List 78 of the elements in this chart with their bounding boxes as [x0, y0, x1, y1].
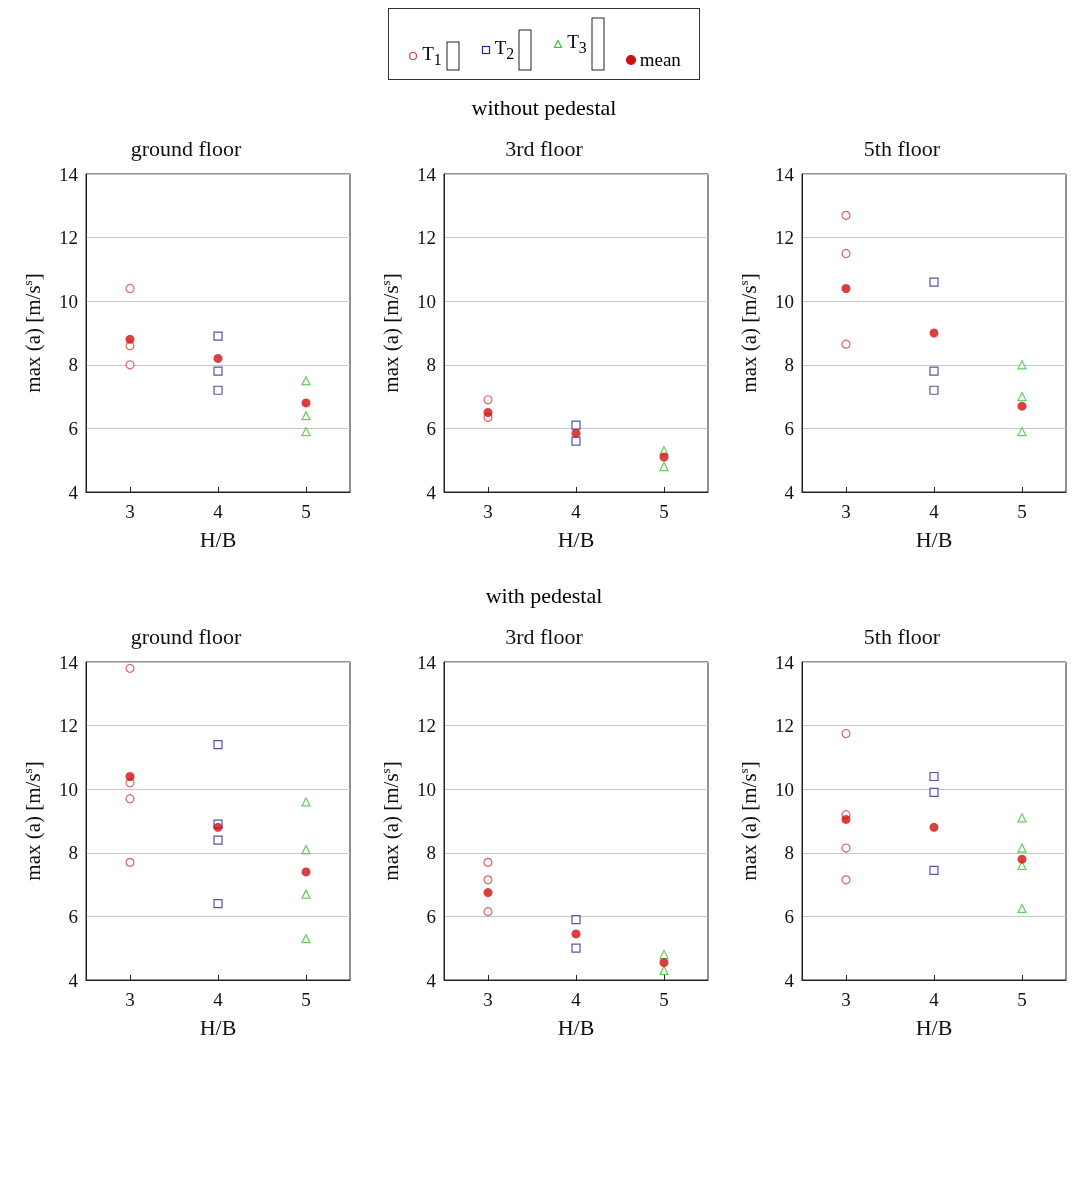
chart-title: 3rd floor	[505, 135, 584, 161]
chart-title: 3rd floor	[505, 623, 584, 649]
x-tick-label: 3	[483, 989, 493, 1010]
chart-title: ground floor	[130, 135, 242, 161]
y-tick-label: 6	[426, 905, 436, 927]
y-axis-title: max (a) [m/ss]	[378, 273, 403, 393]
x-tick-label: 5	[1017, 501, 1027, 522]
x-tick-label: 3	[125, 501, 135, 522]
x-tick-label: 4	[213, 989, 224, 1010]
y-axis-title: max (a) [m/ss]	[736, 273, 761, 393]
x-axis-title: H/B	[557, 526, 595, 552]
y-tick-label: 14	[775, 163, 795, 185]
x-axis-title: H/B	[199, 526, 237, 552]
x-tick-label: 3	[841, 989, 851, 1010]
x-tick-label: 3	[483, 501, 493, 522]
y-tick-label: 6	[68, 417, 78, 439]
chart-subtitle: without pedestal	[470, 94, 618, 122]
x-tick-label: 3	[125, 989, 135, 1010]
y-tick-label: 12	[775, 227, 794, 249]
y-tick-label: 10	[59, 778, 78, 800]
y-tick-label: 14	[417, 163, 437, 185]
y-tick-label: 12	[417, 715, 436, 737]
y-tick-label: 8	[784, 842, 794, 864]
y-tick-label: 14	[775, 651, 795, 673]
x-tick-label: 5	[301, 501, 311, 522]
y-tick-label: 8	[784, 354, 794, 376]
legend-label: T$_{1}$	[422, 43, 442, 69]
y-tick-label: 12	[59, 227, 78, 249]
x-axis-title: H/B	[557, 1014, 595, 1040]
x-axis-title: H/B	[915, 526, 953, 552]
y-tick-label: 4	[784, 969, 795, 991]
y-tick-label: 4	[784, 481, 795, 503]
x-tick-label: 5	[1017, 989, 1027, 1010]
y-tick-label: 6	[68, 905, 78, 927]
y-tick-label: 6	[784, 417, 794, 439]
chart-subtitle: with pedestal	[484, 582, 604, 610]
chart-title: 5th floor	[863, 623, 941, 649]
y-tick-label: 4	[426, 969, 437, 991]
y-tick-label: 12	[417, 227, 436, 249]
chart-title: ground floor	[130, 623, 242, 649]
y-axis-title: max (a) [m/ss]	[736, 761, 761, 881]
y-tick-label: 10	[775, 778, 794, 800]
y-axis-title: max (a) [m/ss]	[378, 761, 403, 881]
chart-title: 5th floor	[863, 135, 941, 161]
y-tick-label: 10	[59, 290, 78, 312]
x-tick-label: 3	[841, 501, 851, 522]
y-tick-label: 4	[68, 481, 79, 503]
x-tick-label: 5	[659, 989, 669, 1010]
y-tick-label: 10	[417, 778, 436, 800]
x-tick-label: 4	[571, 989, 582, 1010]
y-tick-label: 10	[775, 290, 794, 312]
y-tick-label: 8	[426, 842, 436, 864]
legend-label: mean	[639, 49, 681, 71]
x-tick-label: 4	[929, 989, 940, 1010]
y-tick-label: 10	[417, 290, 436, 312]
y-tick-label: 6	[426, 417, 436, 439]
y-axis-title: max (a) [m/ss]	[20, 761, 45, 881]
x-axis-title: H/B	[915, 1014, 953, 1040]
y-tick-label: 14	[59, 163, 79, 185]
y-tick-label: 14	[417, 651, 437, 673]
x-tick-label: 4	[571, 501, 582, 522]
x-axis-title: H/B	[199, 1014, 237, 1040]
x-tick-label: 4	[213, 501, 224, 522]
y-tick-label: 8	[426, 354, 436, 376]
x-tick-label: 5	[301, 989, 311, 1010]
y-tick-label: 4	[426, 481, 437, 503]
legend-label: T$_{2}$	[494, 37, 515, 63]
y-tick-label: 6	[784, 905, 794, 927]
x-tick-label: 5	[659, 501, 669, 522]
legend-label: T$_{3}$	[567, 31, 587, 57]
y-tick-label: 8	[68, 842, 78, 864]
y-tick-label: 12	[775, 715, 794, 737]
y-tick-label: 12	[59, 715, 78, 737]
y-tick-label: 8	[68, 354, 78, 376]
y-tick-label: 14	[59, 651, 79, 673]
y-axis-title: max (a) [m/ss]	[20, 273, 45, 393]
x-tick-label: 4	[929, 501, 940, 522]
y-tick-label: 4	[68, 969, 79, 991]
